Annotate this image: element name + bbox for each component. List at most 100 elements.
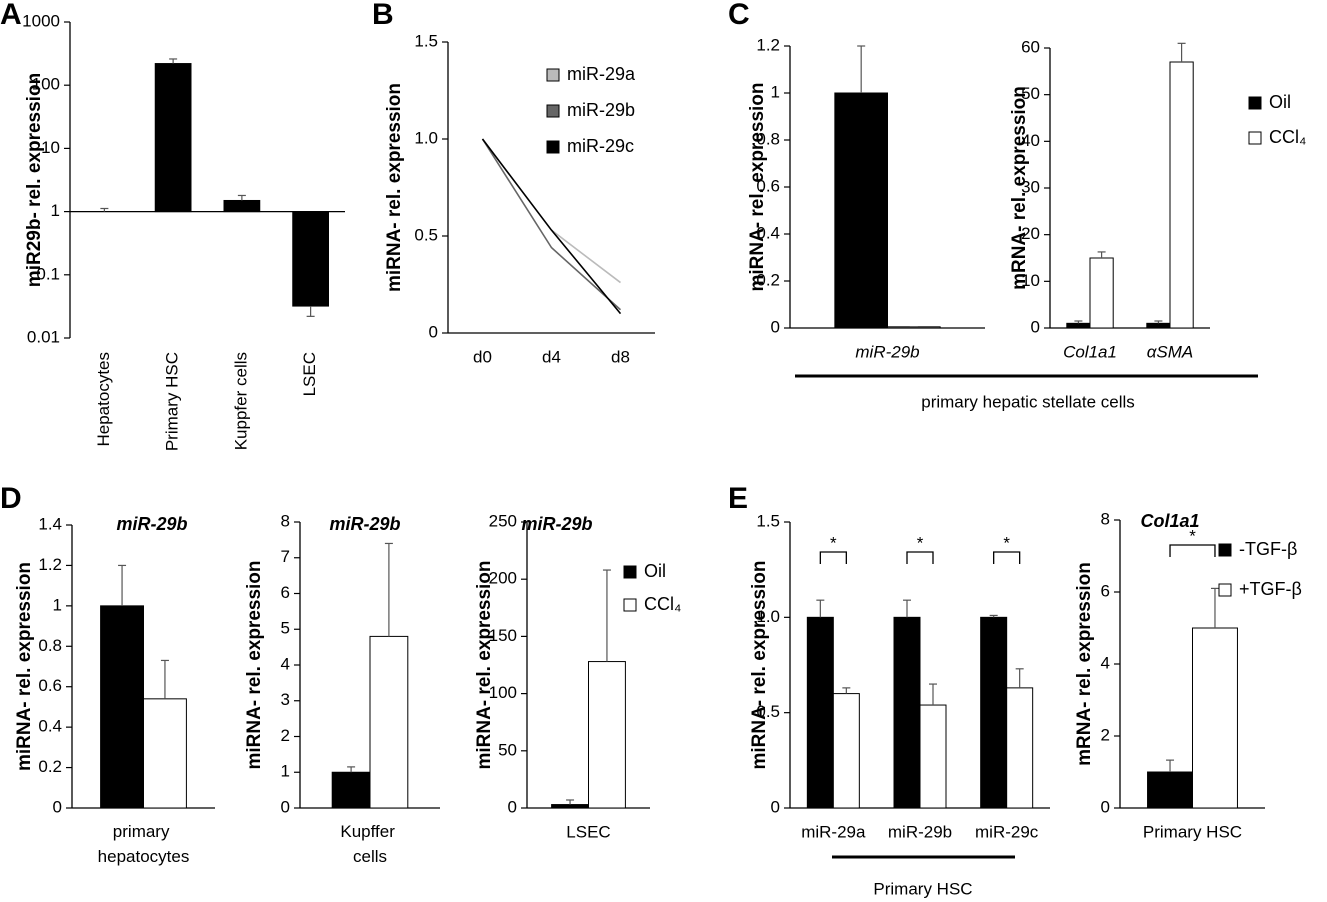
- panel-title: miR-29b: [521, 514, 592, 534]
- x-tick-label: miR-29c: [975, 822, 1039, 841]
- bar: [369, 635, 409, 809]
- y-tick-label: 200: [489, 569, 517, 588]
- significance-label: *: [830, 533, 837, 552]
- group-label: primary hepatic stellate cells: [921, 392, 1135, 411]
- bar: [806, 616, 834, 809]
- y-tick-label: 0: [1101, 797, 1110, 816]
- x-tick-label: Kupffer cells: [340, 822, 399, 866]
- bar: [1192, 627, 1238, 809]
- bar: [834, 92, 888, 329]
- bar: [919, 704, 947, 809]
- x-tick-label: LSEC: [566, 822, 610, 841]
- x-tick-label: miR-29b: [888, 822, 952, 841]
- legend-swatch: [623, 598, 637, 612]
- x-tick-label: miR-29a: [801, 822, 866, 841]
- legend-swatch: [623, 565, 637, 579]
- y-tick-label: 1.5: [414, 31, 438, 50]
- y-tick-label: 0.6: [756, 176, 780, 195]
- panel-letter: E: [728, 482, 748, 515]
- y-tick-label: 0.01: [27, 327, 60, 346]
- panel-letter: D: [0, 482, 22, 515]
- significance-label: *: [1189, 526, 1196, 545]
- legend-label: Oil: [644, 561, 666, 581]
- y-tick-label: 6: [281, 583, 290, 602]
- y-tick-label: 3: [281, 690, 290, 709]
- y-tick-label: 0: [53, 797, 62, 816]
- y-tick-label: 0.2: [756, 270, 780, 289]
- y-tick-label: 0: [281, 797, 290, 816]
- bar: [292, 211, 329, 307]
- y-tick-label: 100: [32, 75, 60, 94]
- significance-bracket: [906, 551, 934, 564]
- legend-label: miR-29c: [567, 136, 634, 156]
- y-tick-label: 2: [1101, 725, 1110, 744]
- y-tick-label: 1.0: [414, 128, 438, 147]
- y-axis-label: mRNA- rel. expression: [1009, 86, 1030, 290]
- y-tick-label: 1: [771, 82, 780, 101]
- x-tick-label: Primary HSC: [1143, 822, 1242, 841]
- bar: [154, 63, 192, 213]
- legend-label: miR-29b: [567, 100, 635, 120]
- bar: [1146, 322, 1171, 329]
- y-tick-label: 100: [489, 683, 517, 702]
- bar: [331, 771, 371, 809]
- x-tick-label: Kuppfer cells: [231, 352, 250, 450]
- y-tick-label: 0: [1031, 317, 1040, 336]
- y-tick-label: 7: [281, 547, 290, 566]
- y-tick-label: 1.4: [38, 514, 62, 533]
- legend-swatch: [546, 68, 560, 82]
- x-tick-label: LSEC: [300, 352, 319, 396]
- y-tick-label: 1000: [22, 11, 60, 30]
- y-tick-label: 5: [281, 619, 290, 638]
- significance-label: *: [917, 533, 924, 552]
- x-tick-label: Primary HSC: [163, 352, 182, 451]
- y-tick-label: 0.6: [38, 676, 62, 695]
- legend-swatch: [1248, 96, 1262, 110]
- panel-letter: B: [372, 0, 394, 31]
- legend-swatch: [1218, 583, 1232, 597]
- bar: [1147, 771, 1194, 809]
- significance-bracket: [1169, 544, 1216, 557]
- panel-letter: A: [0, 0, 22, 31]
- y-tick-label: 1.0: [756, 607, 780, 626]
- panel-title: miR-29b: [329, 514, 400, 534]
- y-tick-label: 10: [41, 138, 60, 157]
- x-tick-label: d0: [473, 347, 492, 366]
- legend-label: miR-29a: [567, 64, 636, 84]
- y-tick-label: 0: [771, 317, 780, 336]
- y-tick-label: 30: [1021, 177, 1040, 196]
- legend-label: CCl₄: [644, 594, 681, 614]
- y-tick-label: 8: [1101, 509, 1110, 528]
- x-tick-label: Hepatocytes: [94, 352, 113, 447]
- y-axis-label: mRNA- rel. expression: [1074, 562, 1095, 766]
- y-tick-label: 0.4: [756, 223, 780, 242]
- bar: [551, 804, 589, 809]
- significance-bracket: [819, 551, 847, 564]
- y-tick-label: 0.5: [756, 702, 780, 721]
- legend-label: +TGF-β: [1239, 579, 1302, 599]
- y-tick-label: 0.2: [38, 757, 62, 776]
- line: [481, 138, 621, 284]
- line: [481, 138, 622, 315]
- panel-title: miR-29b: [116, 514, 187, 534]
- legend-label: Oil: [1269, 92, 1291, 112]
- legend-label: CCl₄: [1269, 127, 1306, 147]
- x-tick-label: primary hepatocytes: [98, 822, 190, 866]
- y-axis-label: miRNA- rel. expression: [749, 560, 770, 769]
- y-tick-label: 0.5: [414, 225, 438, 244]
- panel-letter: C: [728, 0, 750, 31]
- y-tick-label: 1.2: [756, 35, 780, 54]
- y-tick-label: 1.5: [756, 511, 780, 530]
- y-axis-label: miRNA- rel. expression: [384, 83, 405, 292]
- legend-swatch: [546, 104, 560, 118]
- line: [481, 138, 622, 311]
- bar: [1169, 61, 1194, 329]
- y-tick-label: 60: [1021, 37, 1040, 56]
- bar: [832, 693, 860, 809]
- x-tick-label: miR-29b: [855, 342, 919, 361]
- y-tick-label: 8: [281, 511, 290, 530]
- legend-swatch: [1248, 131, 1262, 145]
- panel-title: Col1a1: [1140, 511, 1199, 531]
- bar: [1089, 257, 1114, 329]
